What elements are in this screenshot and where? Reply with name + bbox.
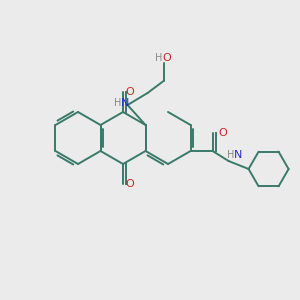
Text: H: H — [155, 53, 162, 63]
Text: O: O — [126, 87, 134, 97]
Text: N: N — [233, 150, 242, 160]
Text: N: N — [122, 98, 130, 108]
Text: O: O — [162, 53, 171, 63]
Text: O: O — [126, 179, 134, 189]
Text: H: H — [227, 150, 234, 160]
Text: H: H — [114, 98, 121, 108]
Text: O: O — [218, 128, 227, 138]
